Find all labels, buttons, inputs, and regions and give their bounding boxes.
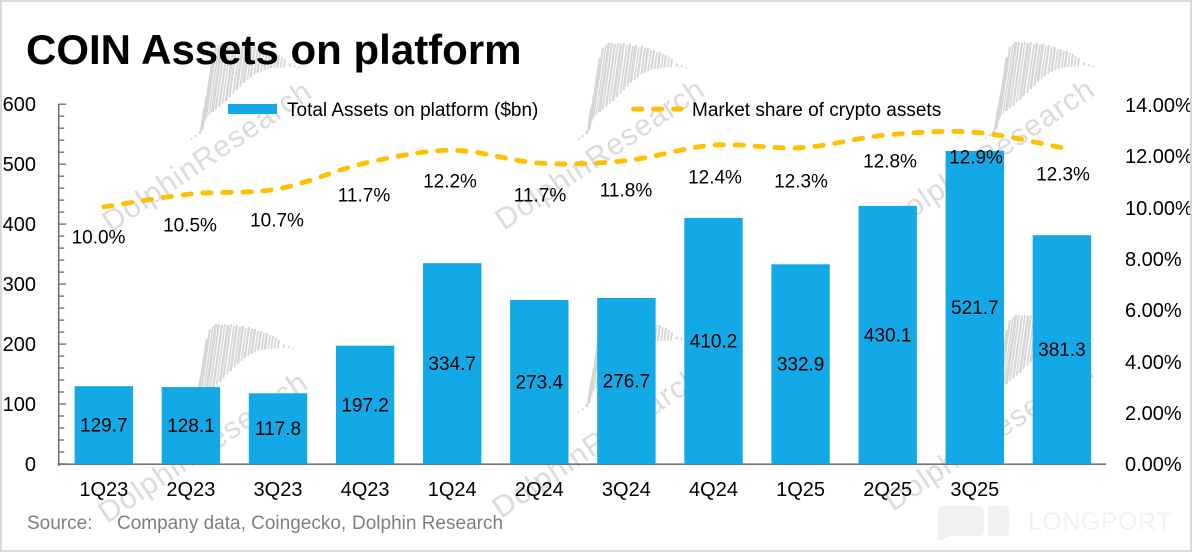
svg-text:4Q24: 4Q24 <box>689 479 738 501</box>
svg-text:4Q23: 4Q23 <box>341 479 390 501</box>
svg-text:10.00%: 10.00% <box>1125 198 1192 220</box>
svg-text:2.00%: 2.00% <box>1125 403 1182 425</box>
svg-text:500: 500 <box>3 154 36 176</box>
svg-text:12.00%: 12.00% <box>1125 146 1192 168</box>
svg-text:273.4: 273.4 <box>516 373 564 394</box>
svg-text:200: 200 <box>3 334 36 356</box>
svg-text:Total Assets on platform ($bn): Total Assets on platform ($bn) <box>287 100 538 121</box>
svg-text:Market share of crypto assets: Market share of crypto assets <box>692 100 941 121</box>
svg-text:2Q25: 2Q25 <box>863 479 912 501</box>
svg-text:117.8: 117.8 <box>255 419 301 440</box>
svg-text:LONGPORT: LONGPORT <box>1028 508 1172 536</box>
svg-text:11.7%: 11.7% <box>514 186 567 207</box>
svg-text:1Q24: 1Q24 <box>428 479 477 501</box>
svg-text:Dolphin Research: Dolphin Research <box>352 513 503 534</box>
svg-text:3Q24: 3Q24 <box>602 479 651 501</box>
svg-text:8.00%: 8.00% <box>1125 249 1182 271</box>
svg-text:332.9: 332.9 <box>777 355 825 376</box>
svg-text:129.7: 129.7 <box>80 416 128 437</box>
svg-text:12.4%: 12.4% <box>688 168 742 189</box>
svg-text:410.2: 410.2 <box>690 331 738 352</box>
svg-text:12.2%: 12.2% <box>423 172 477 193</box>
svg-text:10.5%: 10.5% <box>163 216 217 237</box>
svg-text:3Q23: 3Q23 <box>254 479 303 501</box>
svg-text:276.7: 276.7 <box>603 372 651 393</box>
svg-text:Source:: Source: <box>27 513 92 534</box>
svg-text:12.3%: 12.3% <box>1036 165 1090 186</box>
svg-text:430.1: 430.1 <box>864 326 912 347</box>
svg-text:381.3: 381.3 <box>1038 340 1086 361</box>
svg-text:10.7%: 10.7% <box>250 211 304 232</box>
svg-text:3Q25: 3Q25 <box>950 479 999 501</box>
svg-text:197.2: 197.2 <box>341 395 389 416</box>
svg-text:11.8%: 11.8% <box>600 181 653 202</box>
svg-text:0.00%: 0.00% <box>1125 454 1182 476</box>
svg-text:128.1: 128.1 <box>167 416 215 437</box>
svg-text:6.00%: 6.00% <box>1125 300 1182 322</box>
svg-text:12.3%: 12.3% <box>774 172 828 193</box>
svg-text:1Q25: 1Q25 <box>776 479 825 501</box>
svg-text:4.00%: 4.00% <box>1125 352 1182 374</box>
svg-text:334.7: 334.7 <box>428 354 476 375</box>
svg-text:600: 600 <box>3 94 36 116</box>
svg-text:100: 100 <box>3 394 36 416</box>
svg-text:521.7: 521.7 <box>951 298 999 319</box>
svg-text:14.00%: 14.00% <box>1125 95 1192 117</box>
svg-text:COIN Assets on platform: COIN Assets on platform <box>26 26 522 73</box>
svg-text:11.7%: 11.7% <box>338 186 391 207</box>
svg-text:300: 300 <box>3 274 36 296</box>
svg-text:400: 400 <box>3 214 36 236</box>
svg-text:12.8%: 12.8% <box>863 152 917 173</box>
svg-text:10.0%: 10.0% <box>72 228 126 249</box>
svg-text:0: 0 <box>25 454 36 476</box>
svg-text:Company data, Coingecko,: Company data, Coingecko, <box>117 513 346 534</box>
svg-text:12.9%: 12.9% <box>949 148 1003 169</box>
svg-text:1Q23: 1Q23 <box>79 479 128 501</box>
svg-text:2Q24: 2Q24 <box>515 479 564 501</box>
svg-text:2Q23: 2Q23 <box>166 479 215 501</box>
